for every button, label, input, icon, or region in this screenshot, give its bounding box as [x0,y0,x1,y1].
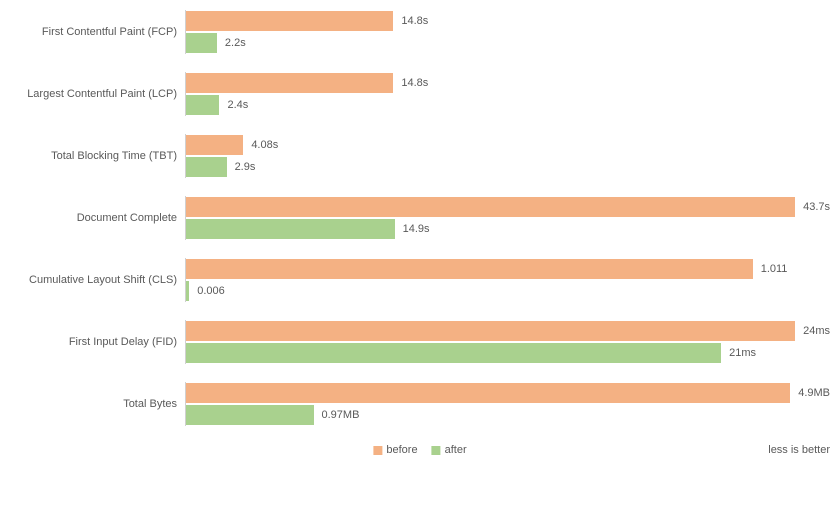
legend-item-after: after [432,444,467,456]
bar-row-after: 0.97MB [186,404,830,426]
metric-label: Cumulative Layout Shift (CLS) [10,274,185,286]
footer-note: less is better [768,444,830,456]
metric-group: First Contentful Paint (FCP) 14.8s 2.2s [10,10,830,54]
bar-row-after: 0.006 [186,280,830,302]
bar-row-before: 24ms [186,320,830,342]
bar-row-before: 1.011 [186,258,830,280]
bars-container: 1.011 0.006 [185,258,830,302]
bar-value-after: 2.9s [235,161,256,173]
bar-before [186,197,795,217]
bar-value-after: 0.006 [197,285,225,297]
bar-after [186,95,219,115]
bar-row-after: 2.4s [186,94,830,116]
bar-before [186,11,393,31]
bars-container: 43.7s 14.9s [185,196,830,240]
legend-row: before after less is better [10,444,830,464]
metric-group: Total Bytes 4.9MB 0.97MB [10,382,830,426]
bar-value-before: 43.7s [803,201,830,213]
bar-row-before: 4.08s [186,134,830,156]
bar-row-before: 43.7s [186,196,830,218]
bar-value-after: 2.4s [227,99,248,111]
bar-after [186,281,189,301]
metric-label: Total Bytes [10,398,185,410]
legend-swatch-before [373,446,382,455]
bar-after [186,405,314,425]
bar-value-after: 2.2s [225,37,246,49]
metric-group: Largest Contentful Paint (LCP) 14.8s 2.4s [10,72,830,116]
bars-container: 4.08s 2.9s [185,134,830,178]
metric-group: Total Blocking Time (TBT) 4.08s 2.9s [10,134,830,178]
legend-label-before: before [386,444,417,456]
bar-after [186,33,217,53]
bar-after [186,219,395,239]
bar-before [186,321,795,341]
bar-row-before: 4.9MB [186,382,830,404]
bar-before [186,135,243,155]
metric-group: First Input Delay (FID) 24ms 21ms [10,320,830,364]
bar-value-before: 4.08s [251,139,278,151]
bar-row-after: 14.9s [186,218,830,240]
bar-value-before: 14.8s [401,77,428,89]
bar-before [186,259,753,279]
legend: before after [373,444,466,456]
bars-container: 14.8s 2.4s [185,72,830,116]
bar-value-before: 24ms [803,325,830,337]
legend-swatch-after [432,446,441,455]
bar-before [186,73,393,93]
bar-value-after: 0.97MB [322,409,360,421]
bar-value-before: 14.8s [401,15,428,27]
metric-label: First Contentful Paint (FCP) [10,26,185,38]
metric-label: Total Blocking Time (TBT) [10,150,185,162]
bar-row-after: 2.9s [186,156,830,178]
bar-row-after: 2.2s [186,32,830,54]
bar-row-before: 14.8s [186,72,830,94]
bar-value-before: 4.9MB [798,387,830,399]
bar-before [186,383,790,403]
bar-value-before: 1.011 [761,263,788,275]
metric-label: First Input Delay (FID) [10,336,185,348]
bar-row-before: 14.8s [186,10,830,32]
bar-after [186,343,721,363]
bar-value-after: 14.9s [403,223,430,235]
metric-group: Cumulative Layout Shift (CLS) 1.011 0.006 [10,258,830,302]
metric-label: Document Complete [10,212,185,224]
bar-row-after: 21ms [186,342,830,364]
bars-container: 14.8s 2.2s [185,10,830,54]
bars-container: 24ms 21ms [185,320,830,364]
legend-item-before: before [373,444,417,456]
performance-metrics-chart: First Contentful Paint (FCP) 14.8s 2.2s Lar… [10,10,830,426]
bars-container: 4.9MB 0.97MB [185,382,830,426]
bar-value-after: 21ms [729,347,756,359]
bar-after [186,157,227,177]
metric-label: Largest Contentful Paint (LCP) [10,88,185,100]
legend-label-after: after [445,444,467,456]
metric-group: Document Complete 43.7s 14.9s [10,196,830,240]
